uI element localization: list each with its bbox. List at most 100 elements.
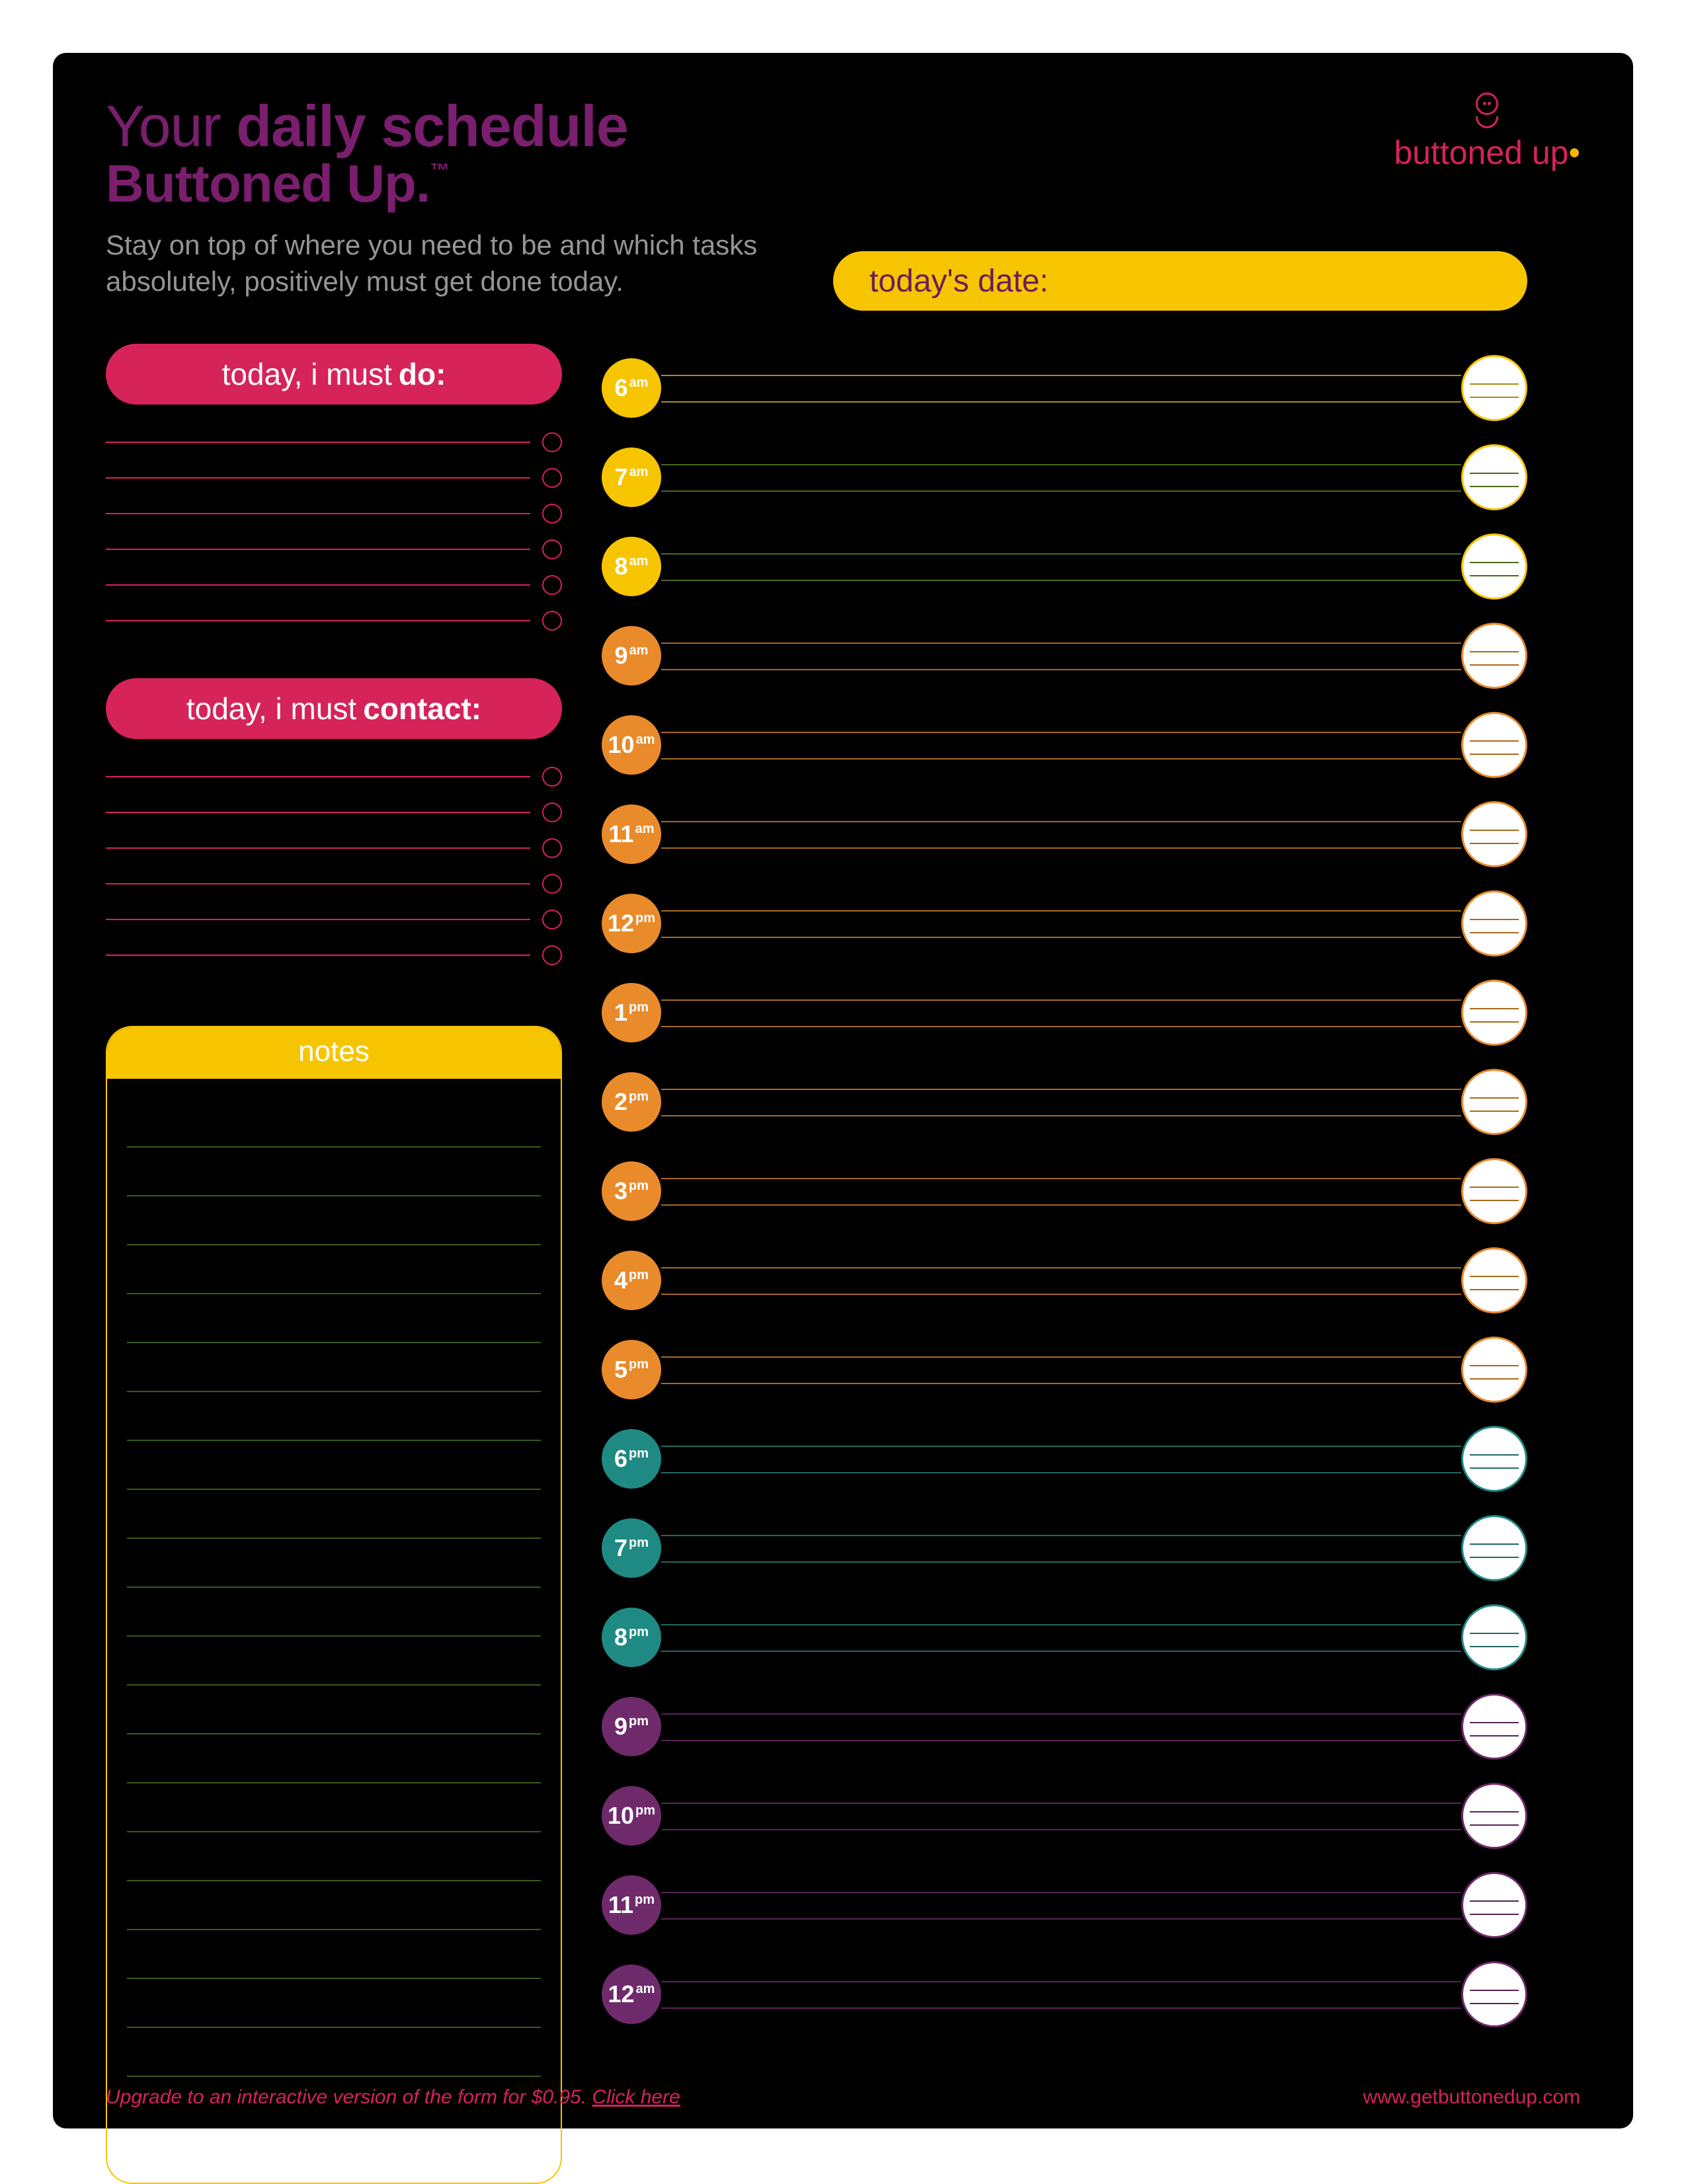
time-slot[interactable]: 10am bbox=[602, 701, 1527, 790]
end-circle[interactable] bbox=[1461, 890, 1527, 956]
end-circle[interactable] bbox=[1461, 1872, 1527, 1938]
time-slot[interactable]: 7am bbox=[602, 433, 1527, 522]
time-slot[interactable]: 12pm bbox=[602, 879, 1527, 968]
time-circle: 7pm bbox=[602, 1518, 661, 1578]
checkbox-circle[interactable] bbox=[542, 432, 562, 452]
contact-header: today, i must contact: bbox=[106, 678, 562, 739]
checkbox-circle[interactable] bbox=[542, 468, 562, 488]
site-url[interactable]: www.getbuttonedup.com bbox=[1363, 2086, 1580, 2109]
notes-body[interactable] bbox=[107, 1079, 561, 2183]
task-line[interactable] bbox=[106, 567, 562, 603]
end-circle[interactable] bbox=[1461, 980, 1527, 1046]
notes-line[interactable] bbox=[127, 1392, 541, 1441]
notes-line[interactable] bbox=[127, 1245, 541, 1294]
notes-line[interactable] bbox=[127, 1099, 541, 1148]
time-slot[interactable]: 11pm bbox=[602, 1861, 1527, 1950]
end-circle[interactable] bbox=[1461, 712, 1527, 778]
notes-line[interactable] bbox=[127, 1783, 541, 1832]
notes-line[interactable] bbox=[127, 1881, 541, 1930]
notes-line[interactable] bbox=[127, 1979, 541, 2028]
notes-line[interactable] bbox=[127, 1637, 541, 1686]
end-circle[interactable] bbox=[1461, 533, 1527, 600]
notes-line[interactable] bbox=[127, 1735, 541, 1783]
end-circle[interactable] bbox=[1461, 1426, 1527, 1492]
time-slot[interactable]: 4pm bbox=[602, 1236, 1527, 1325]
page-title-line1: Your daily schedule bbox=[106, 93, 1580, 160]
time-slot[interactable]: 10pm bbox=[602, 1772, 1527, 1861]
end-circle[interactable] bbox=[1461, 1158, 1527, 1224]
task-line[interactable] bbox=[106, 866, 562, 902]
end-circle[interactable] bbox=[1461, 1604, 1527, 1670]
notes-line[interactable] bbox=[127, 1539, 541, 1588]
time-slot[interactable]: 7pm bbox=[602, 1504, 1527, 1593]
checkbox-circle[interactable] bbox=[542, 874, 562, 894]
checkbox-circle[interactable] bbox=[542, 838, 562, 858]
end-circle[interactable] bbox=[1461, 1515, 1527, 1581]
time-circle: 9am bbox=[602, 626, 661, 685]
task-line[interactable] bbox=[106, 937, 562, 973]
checkbox-circle[interactable] bbox=[542, 767, 562, 787]
notes-line[interactable] bbox=[127, 2028, 541, 2077]
task-line[interactable] bbox=[106, 424, 562, 460]
trademark: ™ bbox=[430, 160, 449, 182]
time-slot[interactable]: 2pm bbox=[602, 1058, 1527, 1147]
task-line[interactable] bbox=[106, 795, 562, 830]
time-slot[interactable]: 9pm bbox=[602, 1682, 1527, 1772]
time-slot[interactable]: 6pm bbox=[602, 1415, 1527, 1504]
notes-line[interactable] bbox=[127, 1148, 541, 1196]
end-circle[interactable] bbox=[1461, 1694, 1527, 1760]
task-line[interactable] bbox=[106, 603, 562, 639]
time-circle: 4pm bbox=[602, 1251, 661, 1310]
task-line[interactable] bbox=[106, 531, 562, 567]
page: Your daily schedule Buttoned Up.™ Stay o… bbox=[53, 53, 1633, 2128]
date-label: today's date: bbox=[869, 263, 1049, 299]
time-circle: 8pm bbox=[602, 1608, 661, 1667]
button-icon bbox=[1394, 93, 1580, 128]
checkbox-circle[interactable] bbox=[542, 611, 562, 631]
notes-line[interactable] bbox=[127, 1294, 541, 1343]
end-circle[interactable] bbox=[1461, 623, 1527, 689]
notes-line[interactable] bbox=[127, 1441, 541, 1490]
time-slot[interactable]: 8am bbox=[602, 522, 1527, 611]
time-slot[interactable]: 3pm bbox=[602, 1147, 1527, 1236]
notes-line[interactable] bbox=[127, 1832, 541, 1881]
notes-line[interactable] bbox=[127, 1686, 541, 1735]
checkbox-circle[interactable] bbox=[542, 504, 562, 524]
time-slot[interactable]: 12am bbox=[602, 1950, 1527, 2039]
end-circle[interactable] bbox=[1461, 1337, 1527, 1403]
notes-box: notes bbox=[106, 1026, 562, 2184]
end-circle[interactable] bbox=[1461, 1961, 1527, 2027]
logo-text: buttoned up• bbox=[1394, 134, 1580, 172]
task-line[interactable] bbox=[106, 830, 562, 866]
end-circle[interactable] bbox=[1461, 1783, 1527, 1849]
end-circle[interactable] bbox=[1461, 444, 1527, 510]
checkbox-circle[interactable] bbox=[542, 945, 562, 965]
notes-line[interactable] bbox=[127, 1490, 541, 1539]
checkbox-circle[interactable] bbox=[542, 910, 562, 929]
task-line[interactable] bbox=[106, 759, 562, 795]
notes-line[interactable] bbox=[127, 1588, 541, 1637]
time-slot[interactable]: 8pm bbox=[602, 1593, 1527, 1682]
time-slot[interactable]: 9am bbox=[602, 611, 1527, 701]
end-circle[interactable] bbox=[1461, 1069, 1527, 1135]
checkbox-circle[interactable] bbox=[542, 802, 562, 822]
notes-line[interactable] bbox=[127, 1343, 541, 1392]
end-circle[interactable] bbox=[1461, 1247, 1527, 1313]
task-line[interactable] bbox=[106, 902, 562, 937]
time-slot[interactable]: 11am bbox=[602, 790, 1527, 879]
notes-line[interactable] bbox=[127, 1930, 541, 1979]
time-circle: 9pm bbox=[602, 1697, 661, 1756]
task-line[interactable] bbox=[106, 460, 562, 496]
upgrade-link[interactable]: Click here bbox=[592, 2086, 680, 2108]
time-slot[interactable]: 5pm bbox=[602, 1325, 1527, 1415]
notes-line[interactable] bbox=[127, 1196, 541, 1245]
end-circle[interactable] bbox=[1461, 801, 1527, 867]
time-slot[interactable]: 6am bbox=[602, 344, 1527, 433]
date-field[interactable]: today's date: bbox=[833, 251, 1527, 311]
end-circle[interactable] bbox=[1461, 355, 1527, 421]
checkbox-circle[interactable] bbox=[542, 539, 562, 559]
checkbox-circle[interactable] bbox=[542, 575, 562, 595]
time-slot[interactable]: 1pm bbox=[602, 968, 1527, 1058]
task-line[interactable] bbox=[106, 496, 562, 531]
time-circle: 3pm bbox=[602, 1161, 661, 1221]
